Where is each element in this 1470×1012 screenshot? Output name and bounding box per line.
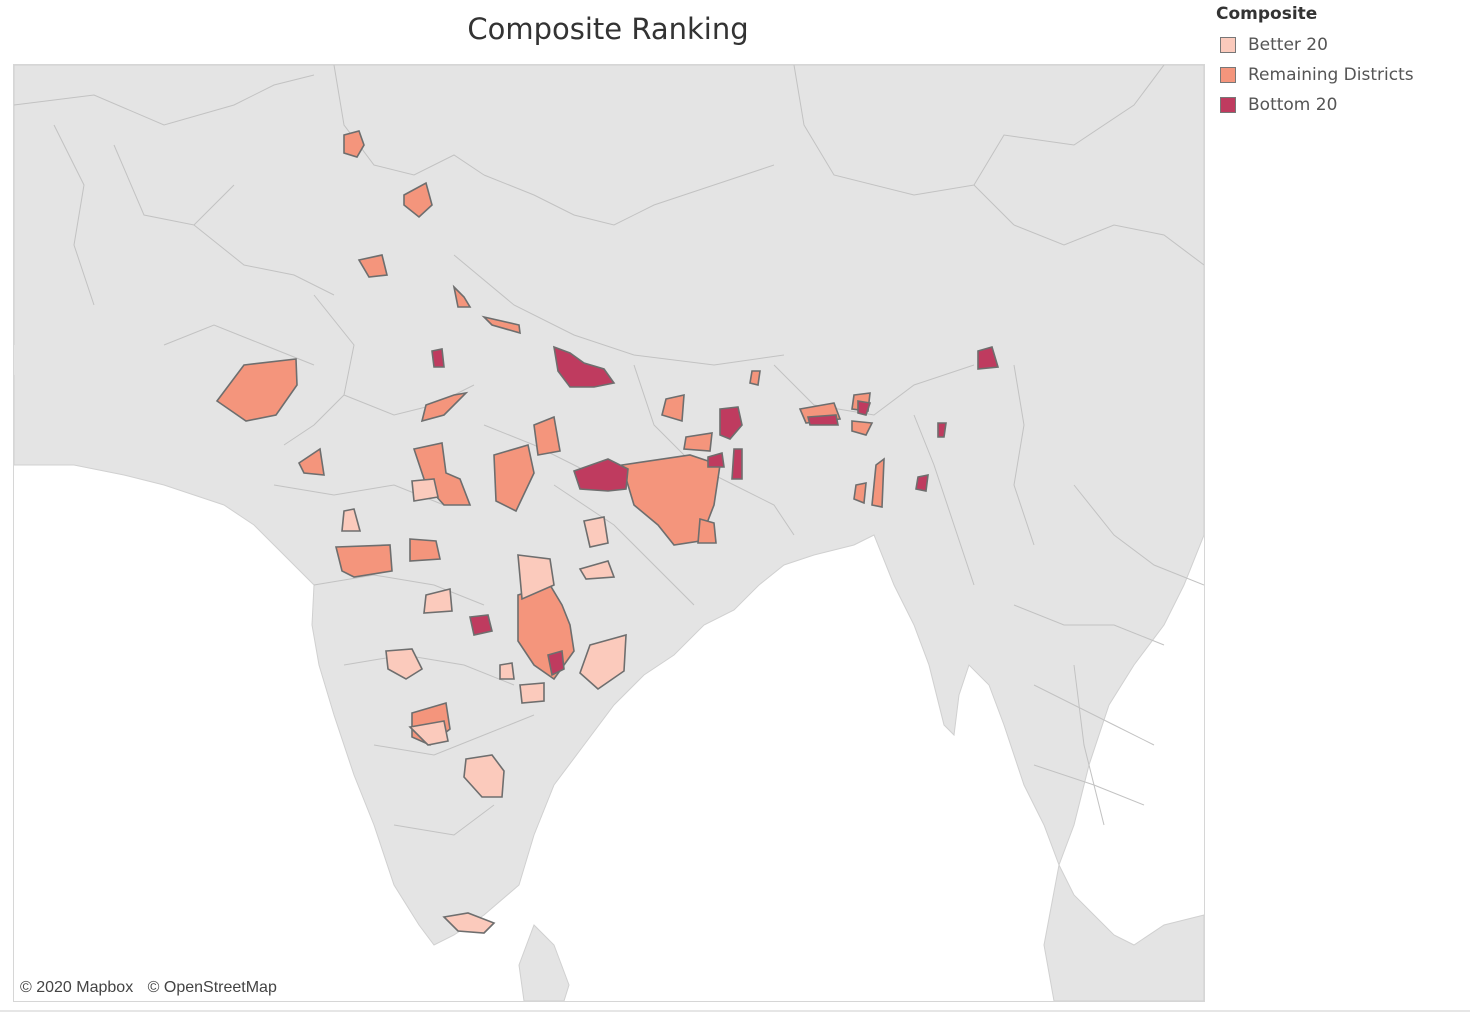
district[interactable] — [297, 447, 325, 476]
district[interactable] — [697, 517, 717, 544]
district[interactable] — [915, 473, 929, 492]
district[interactable] — [661, 393, 685, 423]
district[interactable] — [871, 457, 885, 508]
district[interactable] — [423, 587, 453, 614]
district[interactable] — [403, 181, 433, 219]
district[interactable] — [707, 451, 725, 468]
district[interactable] — [578, 560, 616, 580]
district[interactable] — [853, 482, 867, 505]
district[interactable] — [937, 422, 947, 438]
map-view[interactable]: © 2020 Mapbox © OpenStreetMap — [13, 64, 1205, 1002]
district[interactable] — [452, 284, 472, 308]
district[interactable] — [519, 682, 545, 704]
district[interactable] — [977, 346, 1000, 370]
district[interactable] — [572, 458, 629, 492]
district[interactable] — [431, 348, 445, 368]
district[interactable] — [547, 649, 565, 677]
district[interactable] — [409, 538, 441, 562]
legend-swatch-better-20 — [1220, 37, 1236, 53]
legend-swatch-bottom-20 — [1220, 97, 1236, 113]
district[interactable] — [552, 345, 616, 388]
district[interactable] — [408, 720, 449, 746]
district[interactable] — [341, 508, 362, 532]
district[interactable] — [579, 633, 627, 691]
map-canvas[interactable] — [14, 65, 1204, 1001]
landmass — [14, 65, 1204, 946]
boundary-lines — [14, 65, 1204, 836]
district[interactable] — [411, 478, 439, 502]
districts-bottom[interactable] — [431, 345, 1000, 677]
legend-swatch-remaining-districts — [1220, 67, 1236, 83]
legend-item-bottom-20[interactable]: Bottom 20 — [1216, 90, 1461, 120]
osm-attribution[interactable]: © OpenStreetMap — [147, 979, 277, 996]
legend: Composite Better 20 Remaining Districts … — [1216, 4, 1461, 120]
district[interactable] — [749, 370, 761, 386]
legend-item-remaining-districts[interactable]: Remaining Districts — [1216, 60, 1461, 90]
district[interactable] — [343, 130, 365, 158]
district[interactable] — [442, 912, 496, 934]
legend-label: Remaining Districts — [1248, 65, 1414, 85]
district[interactable] — [857, 400, 872, 416]
landmass-southeast — [1043, 863, 1204, 1001]
district[interactable] — [806, 414, 839, 426]
district[interactable] — [420, 391, 469, 423]
legend-label: Better 20 — [1248, 35, 1328, 55]
mapbox-attribution[interactable]: © 2020 Mapbox — [20, 979, 134, 996]
district[interactable] — [499, 662, 515, 680]
district[interactable] — [463, 754, 505, 798]
divider — [0, 1010, 1470, 1012]
district[interactable] — [517, 554, 555, 601]
district[interactable] — [385, 648, 424, 680]
district[interactable] — [357, 254, 388, 278]
district[interactable] — [731, 448, 743, 480]
legend-item-better-20[interactable]: Better 20 — [1216, 30, 1461, 60]
district[interactable] — [481, 315, 521, 335]
district[interactable] — [334, 544, 393, 578]
district[interactable] — [469, 614, 493, 636]
chart-title: Composite Ranking — [467, 12, 749, 46]
district[interactable] — [583, 516, 609, 548]
map-attribution[interactable]: © 2020 Mapbox © OpenStreetMap — [20, 979, 287, 997]
district[interactable] — [215, 358, 298, 422]
district[interactable] — [533, 415, 561, 456]
legend-label: Bottom 20 — [1248, 95, 1338, 115]
district[interactable] — [719, 406, 743, 440]
district[interactable] — [851, 420, 874, 436]
landmass-west — [14, 345, 39, 375]
district[interactable] — [683, 432, 713, 452]
districts-better[interactable] — [341, 478, 627, 934]
district[interactable] — [493, 443, 535, 513]
island-sri-lanka — [518, 924, 570, 1001]
legend-title: Composite — [1216, 4, 1318, 24]
